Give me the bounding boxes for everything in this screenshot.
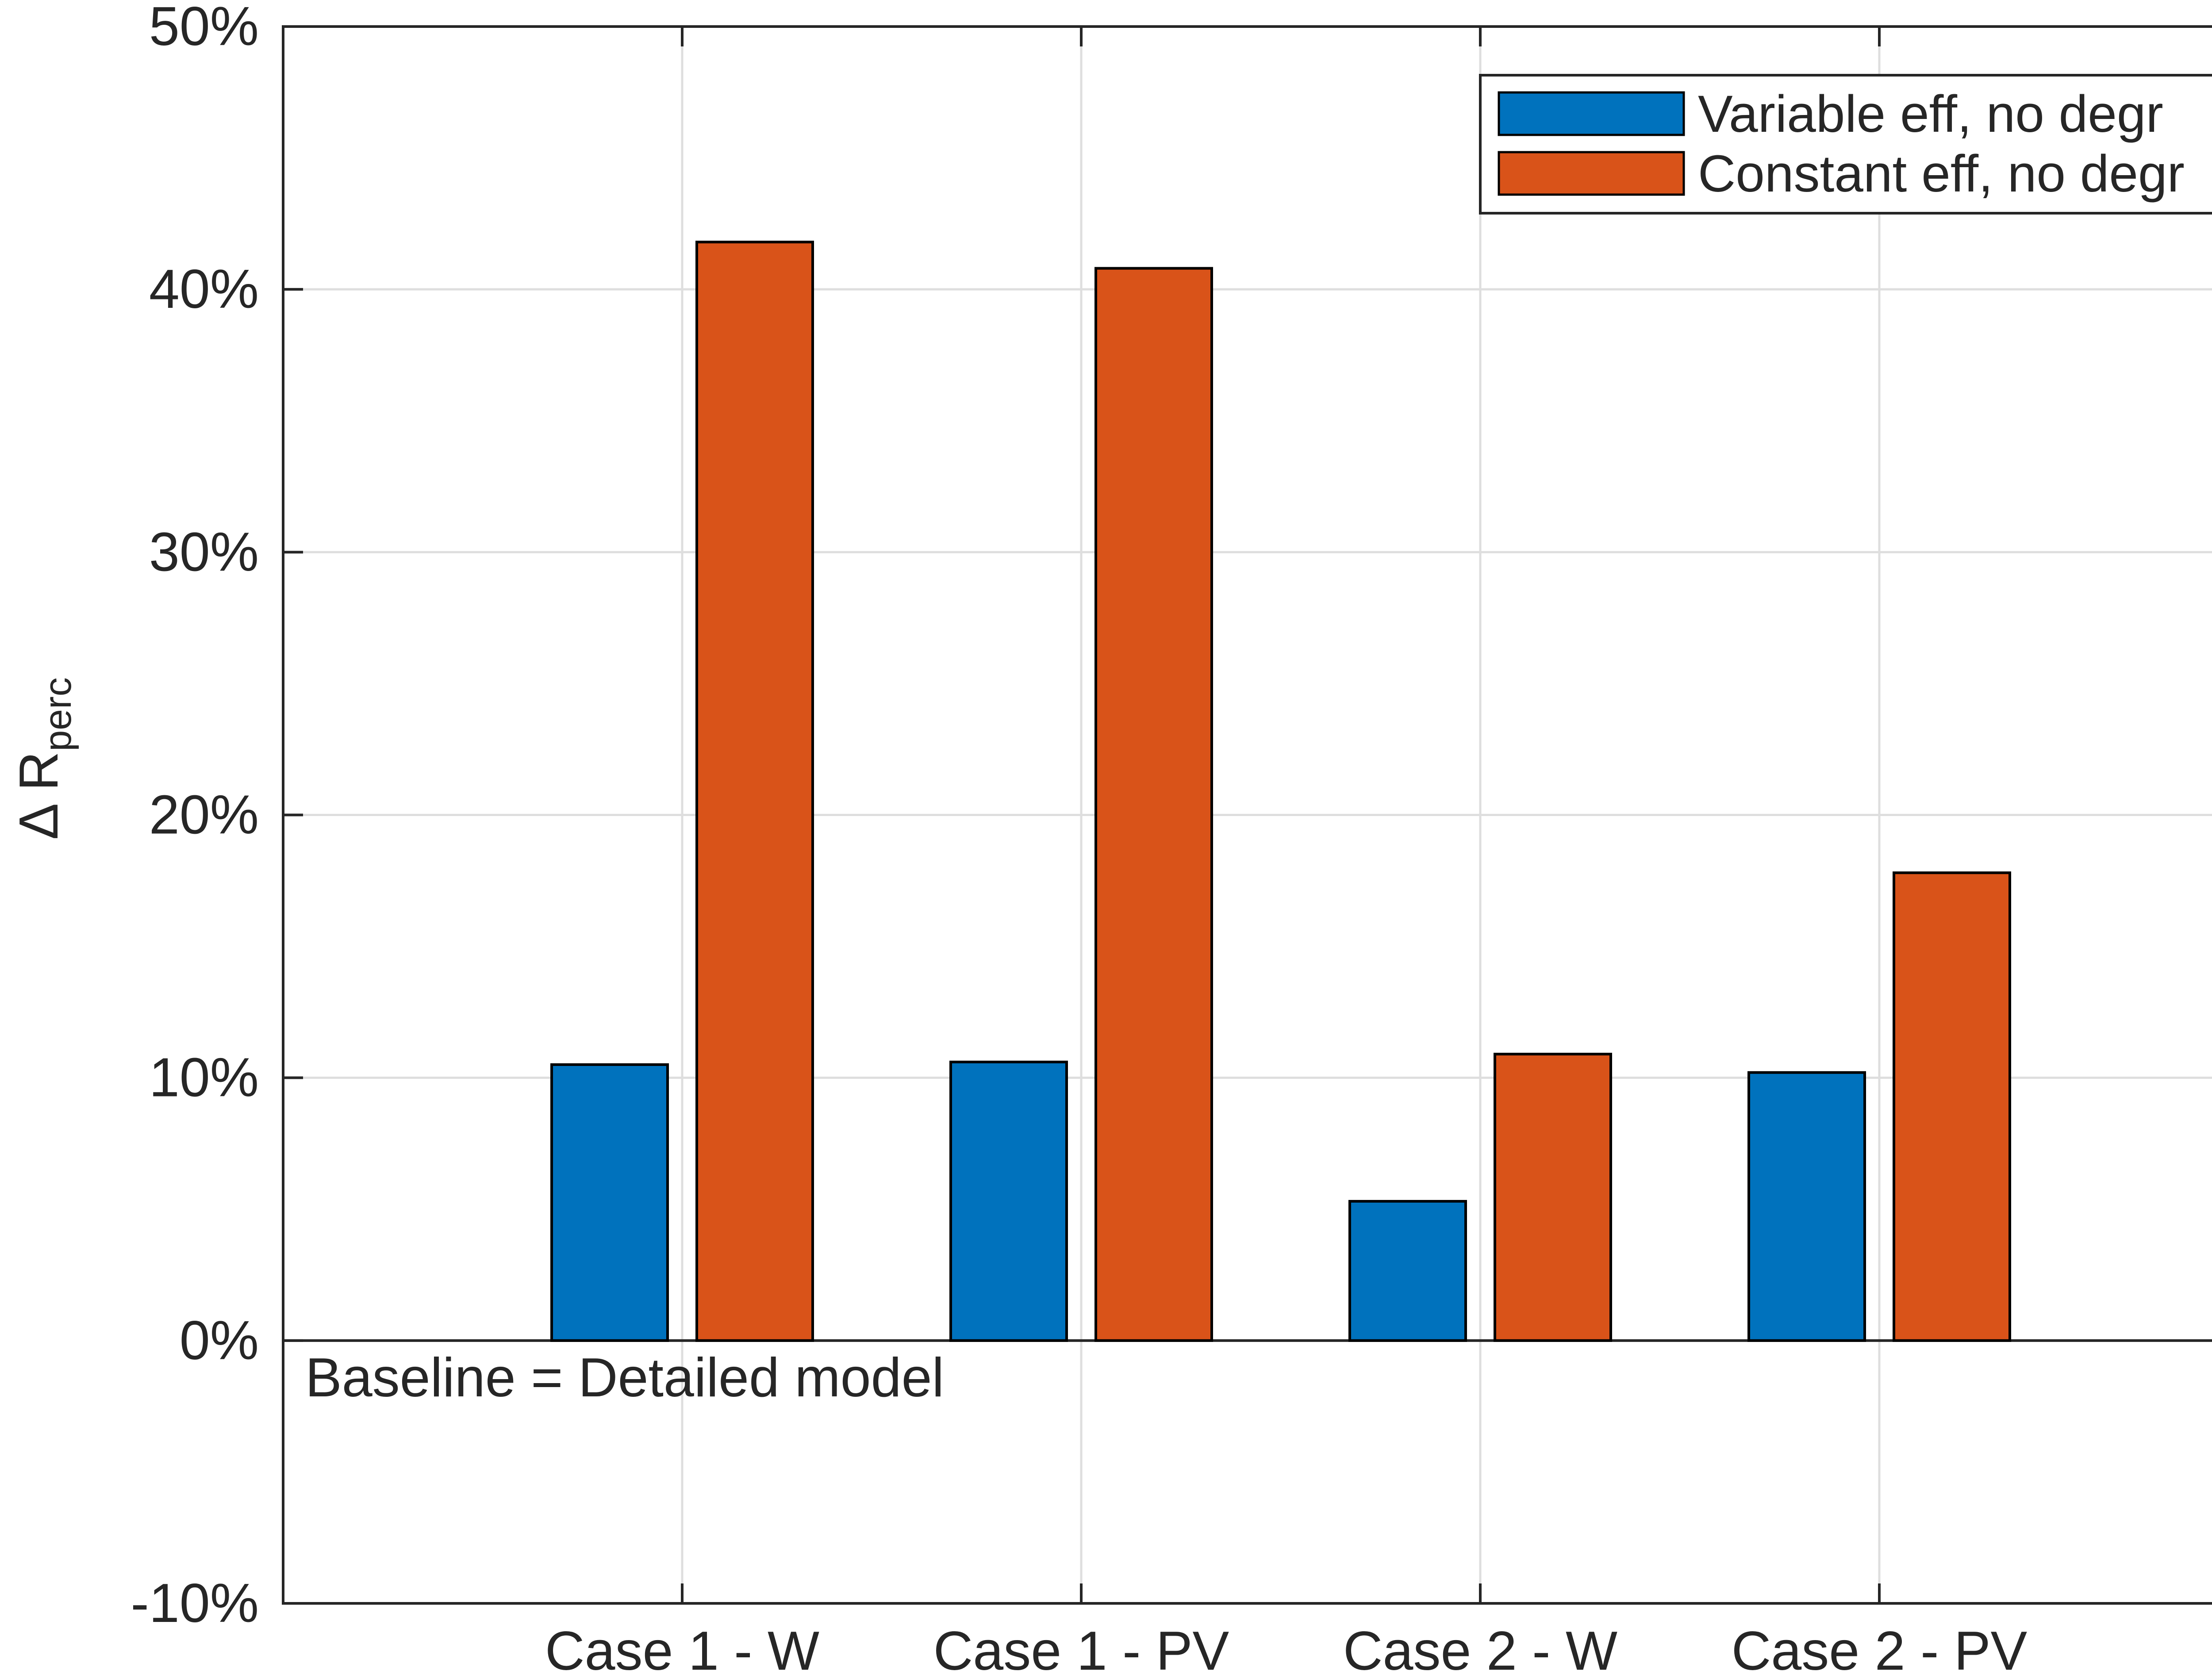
legend-swatch-constant <box>1498 151 1685 196</box>
bar-series1-3 <box>1893 871 2011 1342</box>
x-tick-labels: Case 1 - W Case 1 - PV Case 2 - W Case 2 - … <box>545 1621 2028 1679</box>
y-tick-label-6: 50% <box>149 0 259 57</box>
y-tick-label-1: 0% <box>180 1310 259 1371</box>
baseline-annotation: Baseline = Detailed model <box>305 1347 944 1408</box>
bar-series1-0 <box>695 241 814 1342</box>
bar-series0-3 <box>1747 1071 1866 1342</box>
bar-series1-1 <box>1094 267 1213 1342</box>
bar-series0-1 <box>949 1061 1068 1342</box>
bar-series0-0 <box>550 1063 669 1342</box>
y-tick-label-2: 10% <box>149 1047 259 1108</box>
x-tick-label-0: Case 1 - W <box>545 1621 819 1679</box>
y-tick-label-4: 30% <box>149 521 259 583</box>
x-tick-label-1: Case 1 - PV <box>933 1621 1229 1679</box>
y-axis-label-symbol: Δ R <box>8 751 69 840</box>
bar-series1-2 <box>1494 1053 1612 1342</box>
y-axis-label-subscript: perc <box>37 677 79 751</box>
bars <box>550 241 2011 1342</box>
legend-label-constant: Constant eff, no degr <box>1698 145 2185 203</box>
y-axis-label: Δ Rperc <box>8 677 79 840</box>
y-tick-label-3: 20% <box>149 785 259 846</box>
legend-label-variable: Variable eff, no degr <box>1698 85 2163 143</box>
y-tick-labels: -10% 0% 10% 20% 30% 40% 50% <box>131 0 259 1634</box>
legend-swatch-variable <box>1498 91 1685 136</box>
x-tick-label-3: Case 2 - PV <box>1732 1621 2028 1679</box>
x-tick-label-2: Case 2 - W <box>1343 1621 1617 1679</box>
y-tick-label-5: 40% <box>149 259 259 320</box>
y-tick-label-0: -10% <box>131 1573 259 1634</box>
legend: Variable eff, no degr Constant eff, no d… <box>1479 74 2212 215</box>
axes <box>282 25 2212 1605</box>
bar-series0-2 <box>1348 1200 1467 1342</box>
